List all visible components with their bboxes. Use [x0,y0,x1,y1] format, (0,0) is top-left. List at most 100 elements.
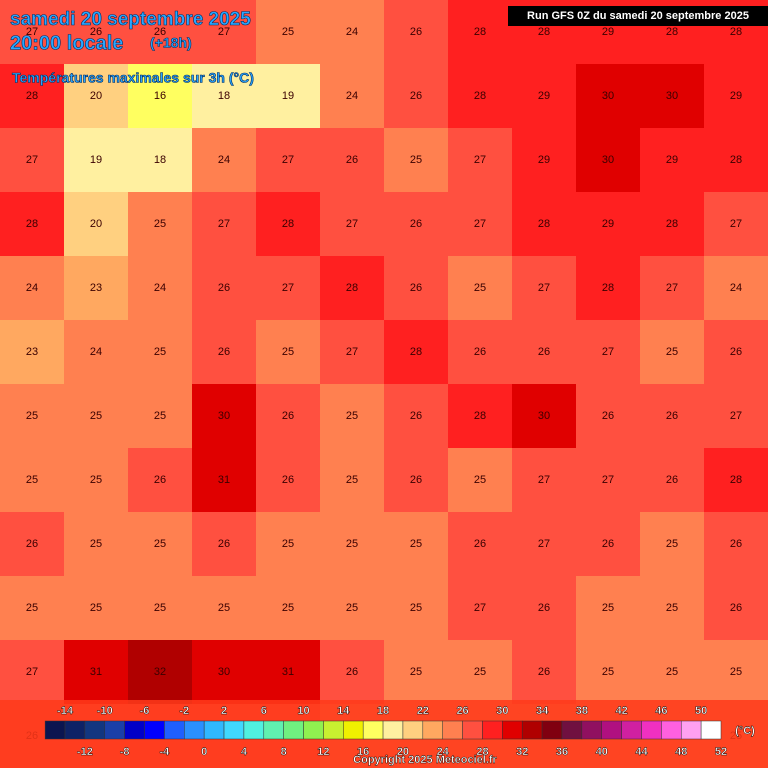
legend-label: 2 [221,705,227,717]
temperature-cell [512,640,577,705]
legend-swatch [482,720,503,740]
temperature-cell [192,576,257,641]
legend-label: 18 [377,705,389,717]
temperature-value: 28 [410,346,422,358]
temperature-cell [640,576,705,641]
temperature-value: 28 [666,26,678,38]
temperature-value: 24 [154,282,166,294]
temperature-value: 26 [154,26,166,38]
temperature-cell [640,128,705,193]
temperature-cell [320,0,385,65]
temperature-cell [448,64,513,129]
legend-label: 50 [695,705,707,717]
temperature-value: 25 [666,538,678,550]
legend-swatch [84,720,106,740]
temperature-cell [320,576,385,641]
temperature-value: 26 [538,602,550,614]
temperature-cell [192,384,257,449]
temperature-cell [384,192,449,257]
temperature-value: 26 [538,346,550,358]
temperature-cell [640,448,705,513]
temperature-value: 18 [218,90,230,102]
temperature-value: 26 [90,26,102,38]
temperature-cell [256,512,321,577]
legend-swatch [680,720,702,740]
temperature-cell [384,448,449,513]
temperature-cell [576,448,641,513]
temperature-cell [512,320,577,385]
legend-label: -12 [77,746,93,758]
temperature-value: 25 [282,26,294,38]
temperature-value: 25 [474,282,486,294]
temperature-value: 25 [26,474,38,486]
temperature-value: 28 [474,410,486,422]
temperature-value: 27 [346,218,358,230]
temperature-cell [192,128,257,193]
temperature-cell [320,448,385,513]
temperature-value: 27 [26,154,38,166]
temperature-cell [0,640,65,705]
legend-swatch [343,720,364,740]
legend-swatch [164,720,185,740]
temperature-cell [448,0,513,65]
legend-label: 22 [417,705,429,717]
temperature-value: 26 [218,538,230,550]
legend-label: 34 [536,705,549,717]
temperature-value: 26 [410,90,422,102]
temperature-cell [256,320,321,385]
temperature-value: 26 [410,282,422,294]
temperature-cell [0,0,65,65]
temperature-value: 25 [474,474,486,486]
legend-unit: (°C) [735,725,755,737]
legend-swatch [621,720,642,740]
temperature-value: 25 [346,538,358,550]
temperature-cell [704,192,768,257]
temperature-value: 29 [730,90,742,102]
legend-swatch [462,720,483,740]
legend-label: -10 [97,705,113,717]
legend-swatch [541,720,563,740]
temperature-value: 30 [602,154,614,166]
temperature-cell [320,384,385,449]
legend-label: 8 [281,746,287,758]
temperature-cell [576,256,641,321]
temperature-value: 30 [666,90,678,102]
temperature-value: 24 [346,90,358,102]
temperature-value: 26 [410,474,422,486]
legend-label: -4 [160,746,171,758]
temperature-value: 27 [282,282,294,294]
temperature-value: 25 [410,602,422,614]
temperature-value: 25 [26,410,38,422]
legend-label: 16 [357,746,369,758]
legend-swatch [581,720,602,740]
temperature-value: 20 [90,90,102,102]
date: samedi 20 septembre 2025 [10,9,251,30]
temperature-cell [576,128,641,193]
temperature-cell [448,128,513,193]
temperature-value: 27 [26,26,38,38]
legend-label: 10 [297,705,309,717]
legend-swatch [203,720,225,740]
legend-swatch [144,720,165,740]
legend-swatch [223,720,245,740]
temperature-cell [448,256,513,321]
temperature-value: 28 [26,218,38,230]
temperature-cell [384,384,449,449]
temperature-cell [512,128,577,193]
legend-label: 52 [715,746,727,758]
temperature-value: 27 [218,218,230,230]
run-box [508,6,768,26]
temperature-cell [128,384,193,449]
temperature-value: 30 [602,90,614,102]
run-info: Run GFS 0Z du samedi 20 septembre 2025 [527,10,749,22]
temperature-cell [64,448,129,513]
legend-swatch [382,720,404,740]
temperature-value: 23 [26,346,38,358]
temperature-cell [384,64,449,129]
temperature-value: 25 [154,410,166,422]
temperature-cell [448,448,513,513]
temperature-value: 26 [218,282,230,294]
temperature-cell [512,256,577,321]
temperature-cell [640,640,705,705]
legend-label: 0 [201,746,207,758]
